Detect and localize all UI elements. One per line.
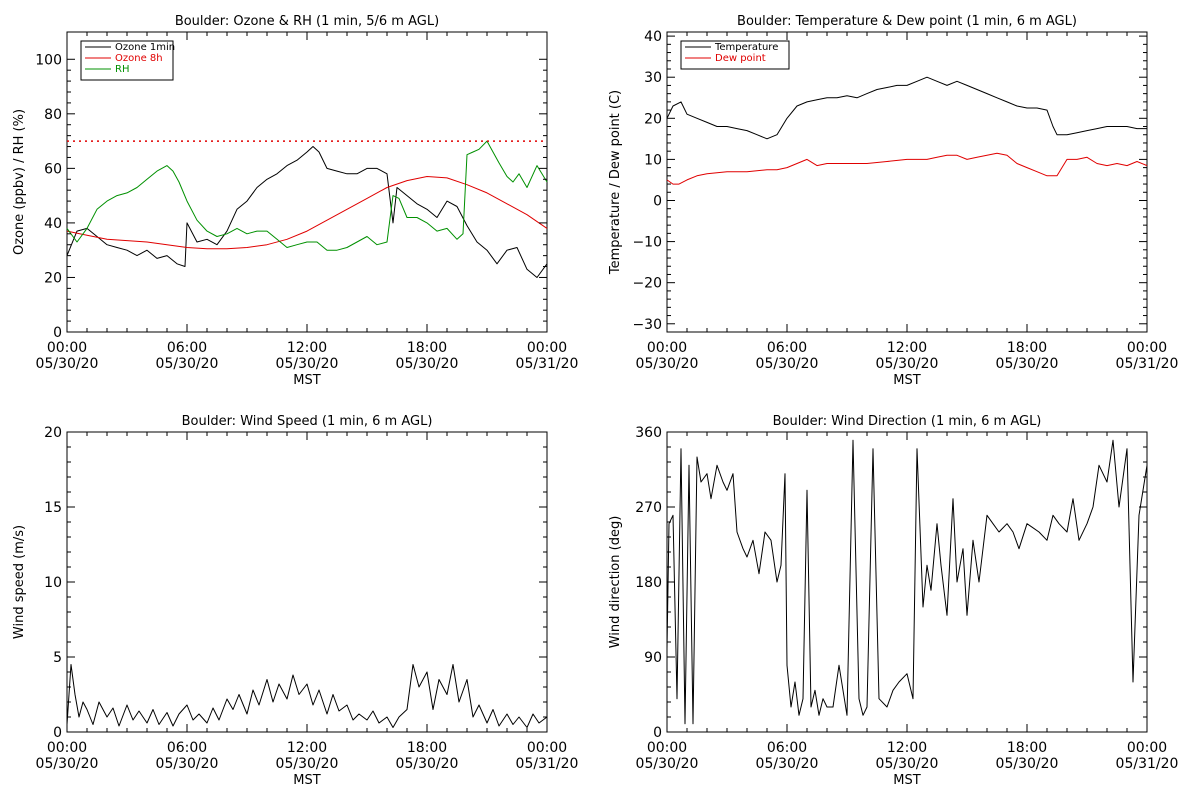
x-tick-label-time: 06:00 (167, 740, 207, 756)
legend-label: Ozone 1min (115, 42, 175, 53)
x-tick-label-date: 05/31/20 (516, 756, 579, 772)
x-tick-label-date: 05/30/20 (876, 756, 939, 772)
x-tick-label-date: 05/30/20 (636, 356, 699, 372)
y-tick-label: 0 (653, 725, 662, 741)
y-tick-label: 10 (44, 575, 62, 591)
y-tick-label: 20 (44, 425, 62, 441)
x-tick-label-time: 18:00 (407, 740, 447, 756)
legend-label: Ozone 8h (115, 53, 163, 64)
x-tick-label-time: 18:00 (407, 340, 447, 356)
x-axis-label: MST (893, 373, 920, 388)
x-tick-label-date: 05/31/20 (516, 356, 579, 372)
y-tick-label: 360 (635, 425, 662, 441)
x-tick-label-time: 00:00 (47, 340, 87, 356)
x-tick-label-time: 00:00 (647, 340, 687, 356)
x-tick-label-date: 05/30/20 (396, 756, 459, 772)
y-axis-label: Temperature / Dew point (C) (608, 90, 623, 275)
x-tick-label-date: 05/30/20 (876, 356, 939, 372)
x-tick-label-time: 00:00 (1127, 340, 1167, 356)
y-tick-label: 20 (644, 111, 662, 127)
series-line-ozone-8h (66, 176, 548, 250)
y-tick-label: 40 (44, 216, 62, 232)
x-tick-label-time: 12:00 (887, 340, 927, 356)
y-axis-label: Wind direction (deg) (608, 516, 623, 649)
x-tick-label-date: 05/30/20 (636, 756, 699, 772)
series-line-ozone-1min (66, 146, 548, 278)
x-tick-label-time: 06:00 (767, 740, 807, 756)
chart-title: Boulder: Wind Direction (1 min, 6 m AGL) (773, 414, 1042, 429)
y-tick-label: 0 (53, 725, 62, 741)
series-line-series-1 (66, 664, 548, 728)
y-tick-label: 30 (644, 70, 662, 86)
x-tick-label-date: 05/30/20 (396, 356, 459, 372)
x-axis-label: MST (893, 773, 920, 788)
y-tick-label: 10 (644, 152, 662, 168)
plot-frame (66, 431, 548, 733)
x-tick-label-time: 12:00 (887, 740, 927, 756)
chart-title: Boulder: Wind Speed (1 min, 6 m AGL) (182, 414, 433, 429)
y-tick-label: 40 (644, 29, 662, 45)
x-tick-label-time: 12:00 (287, 340, 327, 356)
chart-title: Boulder: Ozone & RH (1 min, 5/6 m AGL) (175, 14, 439, 29)
series-line-series-1 (666, 439, 1148, 725)
legend-label: Temperature (714, 42, 778, 53)
y-tick-label: 15 (44, 500, 62, 516)
y-tick-label: −10 (632, 235, 662, 251)
y-tick-label: 100 (35, 52, 62, 68)
series-line-temperature (666, 76, 1147, 140)
x-tick-label-time: 00:00 (647, 740, 687, 756)
x-tick-label-time: 00:00 (527, 340, 567, 356)
series-line-dew-point (666, 152, 1148, 185)
y-tick-label: 270 (635, 500, 662, 516)
y-tick-label: 0 (53, 325, 62, 341)
plot-frame (666, 431, 1148, 733)
x-tick-label-time: 12:00 (287, 740, 327, 756)
y-tick-label: 80 (44, 107, 62, 123)
chart-panel-4: Boulder: Wind Direction (1 min, 6 m AGL)… (608, 414, 1178, 788)
x-tick-label-date: 05/30/20 (756, 756, 819, 772)
x-tick-label-date: 05/30/20 (36, 756, 99, 772)
x-tick-label-date: 05/30/20 (996, 356, 1059, 372)
legend-label: Dew point (715, 53, 766, 64)
y-tick-label: 180 (635, 575, 662, 591)
legend-label: RH (115, 64, 129, 75)
y-tick-label: 0 (653, 193, 662, 209)
x-tick-label-date: 05/31/20 (1116, 756, 1179, 772)
chart-panel-2: Boulder: Temperature & Dew point (1 min,… (608, 14, 1178, 388)
x-tick-label-date: 05/31/20 (1116, 356, 1179, 372)
x-tick-label-time: 06:00 (767, 340, 807, 356)
chart-panel-3: Boulder: Wind Speed (1 min, 6 m AGL) 00:0… (12, 414, 578, 788)
x-axis-label: MST (293, 373, 320, 388)
x-tick-label-date: 05/30/20 (276, 756, 339, 772)
y-tick-label: 20 (44, 270, 62, 286)
x-tick-label-date: 05/30/20 (276, 356, 339, 372)
y-tick-label: −20 (632, 276, 662, 292)
plot-frame (666, 31, 1148, 333)
series-line-rh (66, 140, 548, 251)
y-tick-label: −30 (632, 317, 662, 333)
y-tick-label: 5 (53, 650, 62, 666)
x-axis-label: MST (293, 773, 320, 788)
y-tick-label: 60 (44, 161, 62, 177)
x-tick-label-date: 05/30/20 (756, 356, 819, 372)
chart-panel-1: Boulder: Ozone & RH (1 min, 5/6 m AGL)00… (12, 14, 578, 388)
x-tick-label-time: 06:00 (167, 340, 207, 356)
y-axis-label: Wind speed (m/s) (12, 525, 27, 639)
x-tick-label-date: 05/30/20 (996, 756, 1059, 772)
x-tick-label-date: 05/30/20 (36, 356, 99, 372)
x-tick-label-time: 00:00 (527, 740, 567, 756)
x-tick-label-time: 00:00 (47, 740, 87, 756)
y-tick-label: 90 (644, 650, 662, 666)
y-axis-label: Ozone (ppbv) / RH (%) (12, 109, 27, 255)
chart-title: Boulder: Temperature & Dew point (1 min,… (737, 14, 1077, 29)
x-tick-label-time: 00:00 (1127, 740, 1167, 756)
x-tick-label-time: 18:00 (1007, 740, 1047, 756)
legend-box (680, 40, 790, 70)
x-tick-label-date: 05/30/20 (156, 756, 219, 772)
x-tick-label-date: 05/30/20 (156, 356, 219, 372)
x-tick-label-time: 18:00 (1007, 340, 1047, 356)
